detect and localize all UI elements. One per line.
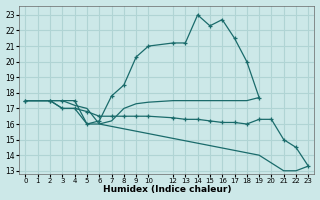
X-axis label: Humidex (Indice chaleur): Humidex (Indice chaleur) <box>103 185 231 194</box>
